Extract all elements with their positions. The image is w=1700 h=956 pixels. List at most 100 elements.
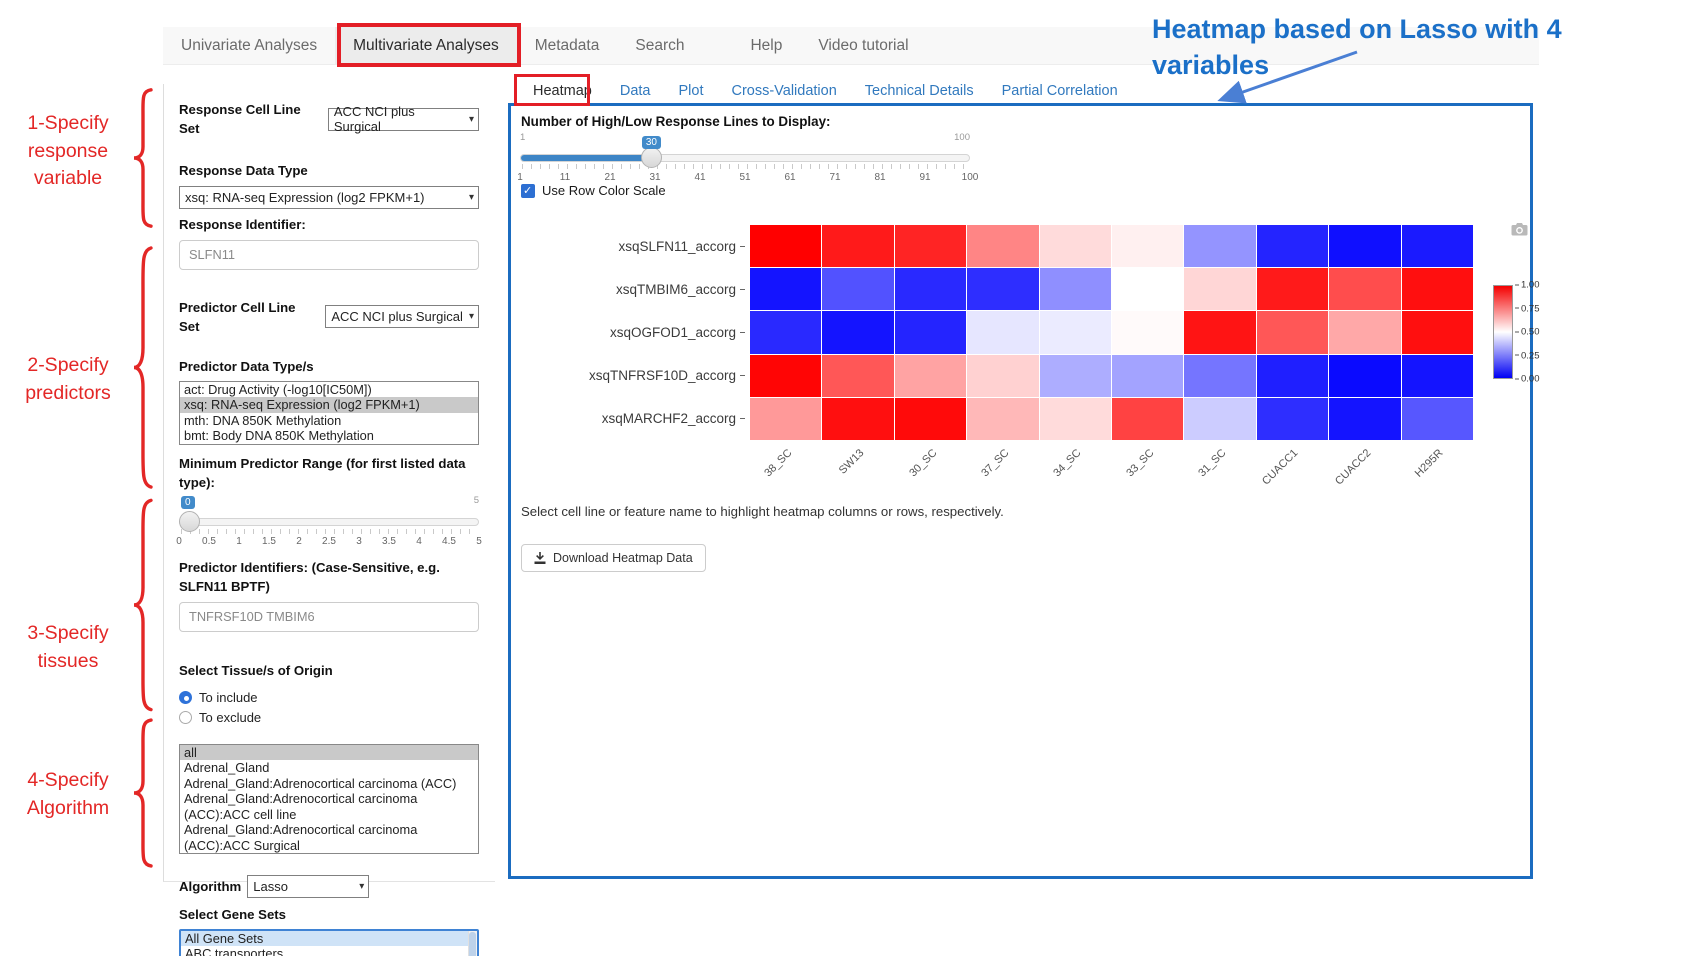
slider-tick-label: 3 [356, 536, 362, 548]
option-abc-transporters[interactable]: ABC transporters [185, 946, 284, 956]
slider-tick-label: 1 [236, 536, 242, 548]
option-xsq-rna-seq-expression-log2-fpkm-1[interactable]: xsq: RNA-seq Expression (log2 FPKM+1) [180, 397, 478, 413]
option-act-drug-activity-log10-ic50m[interactable]: act: Drug Activity (-log10[IC50M]) [184, 381, 372, 397]
tab-cross-validation[interactable]: Cross-Validation [731, 83, 837, 99]
heatmap-column-label-h295r[interactable]: H295R [1412, 447, 1446, 480]
slider-track[interactable] [179, 518, 479, 527]
slider-tick-labels: 0 0.5 1 1.5 2 2.5 3 3.5 4 4.5 5 [176, 536, 482, 548]
heatmap-cell [750, 397, 822, 440]
nav-item-video-tutorial[interactable]: Video tutorial [818, 36, 909, 54]
slider-tick-label: 61 [784, 172, 796, 183]
slider-tick-label: 91 [919, 172, 931, 183]
heatmap-cell [1112, 268, 1184, 311]
response-data-type-select[interactable]: xsq: RNA-seq Expression (log2 FPKM+1) ▾ [179, 186, 479, 210]
algorithm-select[interactable]: Lasso ▾ [247, 875, 370, 899]
radio-unselected-icon [179, 711, 192, 725]
nav-item-search[interactable]: Search [635, 36, 685, 54]
option-bmt-body-dna-850k-methylation[interactable]: bmt: Body DNA 850K Methylation [184, 428, 374, 444]
heatmap-row-label-xsqtnfrsf10d-accorg[interactable]: xsqTNFRSF10D_accorg [519, 354, 745, 397]
option-all-gene-sets[interactable]: All Gene Sets [181, 931, 477, 947]
tab-data[interactable]: Data [619, 83, 651, 99]
step-label-2: 2-Specify predictors [25, 354, 111, 404]
heatmap-cell [1184, 354, 1256, 397]
scrollbar-thumb[interactable] [469, 932, 476, 956]
option-adrenal-gland-adrenocortical-carcinoma-acc-acc-cell-line[interactable]: Adrenal_Gland:Adrenocortical carcinoma (… [184, 791, 418, 822]
slider-ticks [181, 529, 477, 535]
heatmap-row-label-xsqogfod1-accorg[interactable]: xsqOGFOD1_accorg [519, 311, 745, 354]
heatmap-cell [1039, 397, 1111, 440]
colorbar-tick-label: 0.25 [1515, 350, 1540, 361]
step-brace [127, 243, 153, 492]
step-label-4: 4-Specify Algorithm [26, 769, 110, 819]
tissues-listbox: all Adrenal_Gland Adrenal_Gland:Adrenocort… [179, 743, 479, 855]
predictor-cell-line-set-select[interactable]: ACC NCI plus Surgical ▾ [325, 305, 479, 329]
option-all[interactable]: all [180, 744, 478, 761]
slider-tick-label: 11 [559, 172, 571, 183]
response-data-type-value: xsq: RNA-seq Expression (log2 FPKM+1) [185, 190, 425, 206]
option-adrenal-gland-adrenocortical-carcinoma-acc[interactable]: Adrenal_Gland:Adrenocortical carcinoma (… [184, 775, 457, 791]
slider-fill [521, 155, 653, 161]
nav-item-help[interactable]: Help [750, 36, 783, 54]
nav-item-metadata[interactable]: Metadata [534, 36, 600, 54]
response-identifier-input[interactable] [179, 239, 479, 270]
heatmap-cell [1401, 311, 1473, 354]
tab-heatmap[interactable]: Heatmap [533, 83, 592, 99]
use-row-color-scale-label: Use Row Color Scale [542, 183, 666, 198]
colorbar-tick-label: 0.50 [1515, 327, 1540, 338]
response-lines-slider-label: Number of High/Low Response Lines to Dis… [521, 114, 831, 129]
heatmap-cell [894, 397, 967, 440]
nav-item-multivariate-analyses[interactable]: Multivariate Analyses [335, 27, 517, 64]
camera-icon[interactable] [1511, 222, 1528, 241]
tab-plot[interactable]: Plot [678, 83, 704, 99]
slider-value-badge: 30 [641, 136, 661, 149]
tab-partial-correlation[interactable]: Partial Correlation [1001, 83, 1118, 99]
min-predictor-range-slider[interactable]: 5 0 0 0.5 1 1.5 2 2.5 3 3.5 4 4.5 5 [176, 495, 482, 549]
heatmap-cell [1112, 397, 1184, 440]
tissue-include-radio[interactable]: To include [179, 688, 479, 708]
slider-handle[interactable] [179, 511, 200, 533]
nav-item-univariate-analyses[interactable]: Univariate Analyses [181, 36, 318, 54]
slider-tick-label: 71 [829, 172, 841, 183]
option-adrenal-gland[interactable]: Adrenal_Gland [184, 760, 270, 776]
heatmap-row-label-xsqmarchf2-accorg[interactable]: xsqMARCHF2_accorg [519, 397, 745, 440]
heatmap-column-label-33-sc[interactable]: 33_SC [1123, 447, 1157, 480]
radio-selected-icon [179, 691, 192, 705]
heatmap-column-label-sw13[interactable]: SW13 [837, 447, 867, 477]
step-brace [127, 717, 153, 869]
heatmap-row-label-xsqslfn11-accorg[interactable]: xsqSLFN11_accorg [519, 225, 745, 268]
heatmap-cell [1256, 225, 1329, 268]
predictor-identifiers-input[interactable] [179, 601, 479, 632]
slider-tick-label: 2.5 [322, 536, 336, 548]
heatmap-column-label-31-sc[interactable]: 31_SC [1196, 447, 1229, 480]
heatmap-cell [1329, 225, 1401, 268]
heatmap-cell [750, 354, 822, 397]
algorithm-value: Lasso [253, 879, 288, 895]
use-row-color-scale-checkbox[interactable]: Use Row Color Scale [521, 183, 666, 198]
slider-track[interactable] [520, 154, 970, 162]
option-adrenal-gland-adrenocortical-carcinoma-acc-acc-surgical[interactable]: Adrenal_Gland:Adrenocortical carcinoma (… [184, 822, 418, 853]
response-lines-slider[interactable]: 1 100 30 1 11 21 31 41 51 61 71 81 91 100 [517, 132, 978, 184]
predictor-cell-line-set-label: Predictor Cell Line Set [179, 299, 296, 334]
response-data-type-label: Response Data Type [179, 163, 308, 179]
download-heatmap-data-button[interactable]: Download Heatmap Data [521, 544, 706, 572]
heatmap-cell [1401, 225, 1473, 268]
heatmap-column-label-cuacc2[interactable]: CUACC2 [1332, 447, 1374, 488]
tab-technical-details[interactable]: Technical Details [864, 83, 974, 99]
slider-tick-label: 100 [961, 172, 979, 183]
heatmap-column-label-34-sc[interactable]: 34_SC [1051, 447, 1084, 480]
slider-tick-label: 41 [694, 172, 706, 183]
slider-handle[interactable] [640, 147, 662, 168]
scrollbar[interactable] [468, 931, 477, 956]
slider-tick-label: 0 [176, 536, 182, 548]
heatmap-column-label-38-sc[interactable]: 38_SC [762, 447, 795, 480]
heatmap-cell [967, 311, 1039, 354]
heatmap-column-label-37-sc[interactable]: 37_SC [979, 447, 1012, 480]
heatmap-column-label-30-sc[interactable]: 30_SC [906, 447, 940, 480]
tissue-exclude-radio[interactable]: To exclude [179, 708, 479, 728]
heatmap-row-label-xsqtmbim6-accorg[interactable]: xsqTMBIM6_accorg [519, 268, 745, 311]
response-cell-line-set-select[interactable]: ACC NCI plus Surgical ▾ [327, 104, 479, 134]
option-mth-dna-850k-methylation[interactable]: mth: DNA 850K Methylation [184, 412, 342, 428]
heatmap-column-label-cuacc1[interactable]: CUACC1 [1260, 447, 1301, 488]
top-navigation: Univariate Analyses Multivariate Analyses… [163, 27, 1539, 65]
